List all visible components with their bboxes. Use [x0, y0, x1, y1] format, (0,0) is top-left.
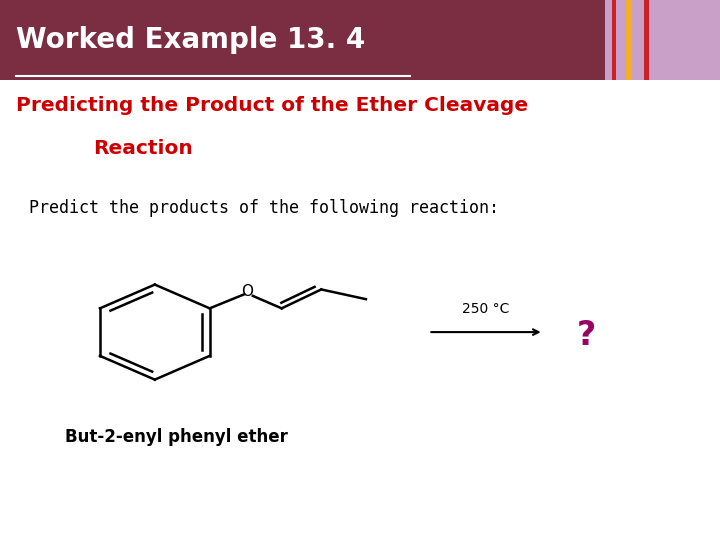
Text: Reaction: Reaction	[94, 139, 194, 158]
Text: Worked Example 13. 4: Worked Example 13. 4	[16, 26, 365, 54]
FancyBboxPatch shape	[0, 0, 720, 80]
FancyBboxPatch shape	[626, 0, 631, 80]
FancyBboxPatch shape	[612, 0, 616, 80]
Text: O: O	[241, 284, 253, 299]
Text: Predict the products of the following reaction:: Predict the products of the following re…	[29, 199, 499, 217]
Text: ?: ?	[577, 319, 596, 353]
FancyBboxPatch shape	[605, 0, 720, 80]
Text: But-2-enyl phenyl ether: But-2-enyl phenyl ether	[65, 428, 288, 447]
Text: 250 °C: 250 °C	[462, 302, 510, 316]
Text: Predicting the Product of the Ether Cleavage: Predicting the Product of the Ether Clea…	[16, 96, 528, 115]
FancyBboxPatch shape	[644, 0, 649, 80]
